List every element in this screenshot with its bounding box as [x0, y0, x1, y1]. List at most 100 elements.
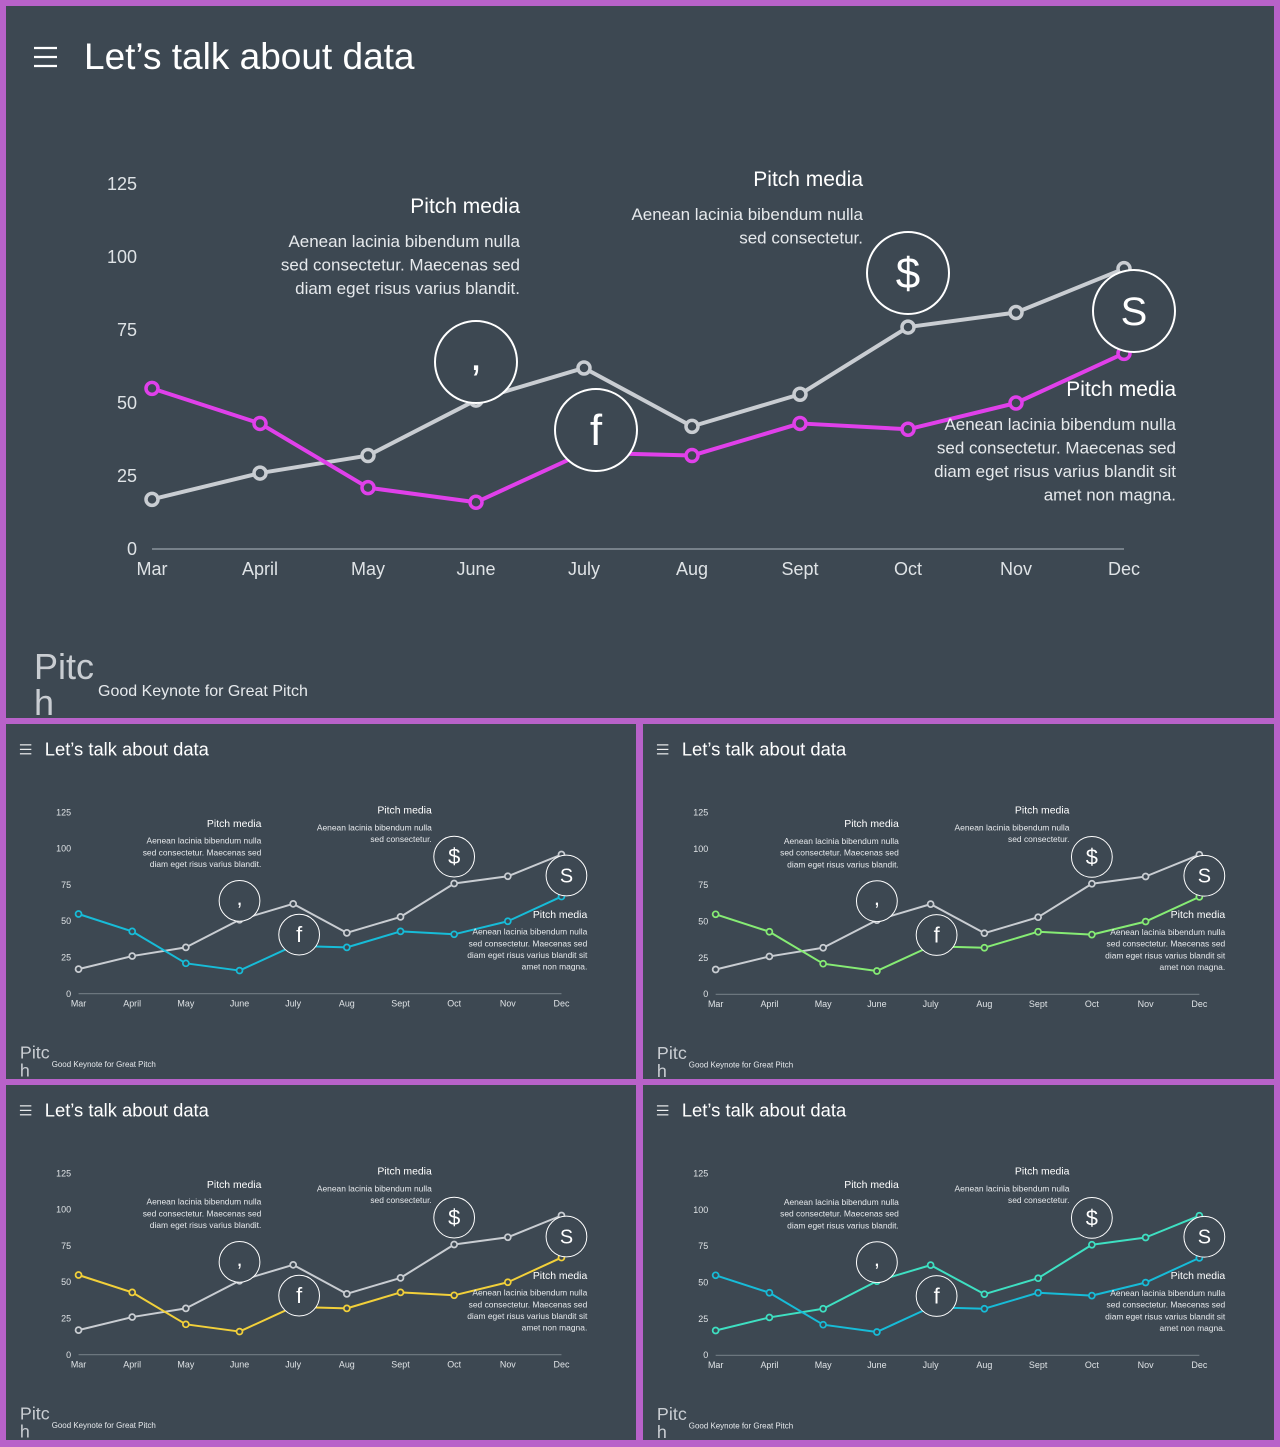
series-2-point [819, 959, 828, 968]
series-1-point [1034, 913, 1042, 922]
y-tick-label: 75 [698, 1241, 708, 1251]
annotation-line: Aenean lacinia bibendum nulla [288, 232, 520, 251]
annotation-line: Aenean lacinia bibendum nulla [472, 1288, 587, 1298]
x-tick-label: Dec [554, 999, 570, 1009]
annotation-line: sed consectetur. Maecenas sed [143, 1208, 262, 1218]
slide-title: Let’s talk about data [84, 36, 415, 77]
series-1-point [128, 1313, 137, 1321]
dollar-icon: $ [1070, 835, 1113, 878]
annotation-heading: Pitch media [533, 910, 588, 921]
footer-tagline: Good Keynote for Great Pitch [52, 1421, 156, 1430]
series-2-point [503, 917, 512, 926]
chart-svg: Let’s talk about data 0 25 50 75 100 125 Mar Apr… [34, 36, 1177, 718]
svg-text:S: S [560, 865, 573, 887]
chart-svg: Let’s talk about data 0 25 50 75 100 125 Mar Apr… [656, 1099, 1226, 1440]
series-1-point [289, 1260, 298, 1269]
series-2-point [1141, 917, 1150, 926]
series-2-point [711, 1271, 720, 1280]
x-tick-label: Oct [447, 1360, 461, 1370]
hamburger-menu-icon[interactable] [656, 1105, 669, 1116]
series-2-point [235, 966, 244, 975]
series-1-point [503, 872, 512, 881]
series-2-point [980, 1304, 989, 1313]
y-tick-label: 50 [698, 917, 708, 927]
series-1-point [1141, 1233, 1150, 1242]
series-2-point [450, 930, 459, 939]
hamburger-menu-icon[interactable] [19, 744, 32, 755]
x-tick-label: Aug [976, 999, 992, 1009]
x-tick-label: Mar [71, 1360, 86, 1370]
hamburger-menu-icon[interactable] [34, 46, 57, 68]
svg-text:$: $ [1086, 1205, 1098, 1230]
y-tick-label: 0 [127, 539, 137, 559]
x-tick-label: April [760, 1360, 778, 1370]
svg-text:,: , [874, 885, 880, 910]
x-tick-label: June [867, 999, 886, 1009]
series-1-point [1088, 1240, 1096, 1249]
dollar-icon: $ [433, 835, 476, 878]
y-tick-label: 125 [693, 1169, 708, 1179]
x-tick-label: Oct [447, 999, 461, 1009]
brand-logo-text: Pitc [20, 1042, 50, 1062]
x-tick-label: July [923, 999, 939, 1009]
series-2-point [342, 943, 351, 952]
comma-icon: , [218, 880, 261, 922]
brand-logo-text: h [34, 682, 54, 718]
x-tick-label: Aug [339, 1360, 355, 1370]
series-1-line [714, 853, 1201, 971]
series-2-point [182, 1320, 190, 1329]
comma-icon: , [855, 880, 898, 923]
series-1-point [289, 899, 298, 908]
series-1-point [819, 943, 828, 952]
annotation-line: diam eget risus varius blandit sit [1105, 1311, 1226, 1321]
facebook-icon: f [915, 1275, 958, 1317]
series-2-point [252, 415, 268, 432]
annotation-heading: Pitch media [844, 819, 899, 830]
series-2-point [342, 1304, 351, 1313]
annotation-line: sed consectetur. Maecenas sed [1107, 1300, 1226, 1310]
y-tick-label: 125 [56, 807, 71, 817]
hamburger-menu-icon[interactable] [19, 1105, 32, 1116]
brand-logo-text: h [20, 1060, 30, 1079]
annotation-heading: Pitch media [753, 168, 863, 191]
x-tick-label: Aug [676, 559, 708, 579]
y-tick-label: 100 [107, 247, 137, 267]
annotation-line: Aenean lacinia bibendum nulla [784, 836, 899, 846]
facebook-icon: f [278, 1274, 321, 1317]
brand-logo-text: Pitc [34, 646, 94, 687]
x-tick-label: June [230, 999, 249, 1009]
annotation-heading: Pitch media [1015, 806, 1070, 817]
x-tick-label: Sept [391, 1360, 410, 1370]
x-tick-label: Mar [708, 999, 723, 1009]
series-1-point [128, 952, 137, 960]
series-2-point [765, 1288, 774, 1297]
series-1-line [77, 853, 563, 971]
y-tick-label: 0 [703, 989, 708, 999]
annotation-line: diam eget risus varius blandit. [295, 279, 520, 298]
y-tick-label: 100 [56, 844, 71, 854]
y-tick-label: 100 [56, 1205, 71, 1215]
annotation-line: sed consectetur. Maecenas sed [143, 847, 262, 857]
y-tick-label: 75 [117, 320, 137, 340]
series-2-point [235, 1327, 244, 1336]
annotation-line: sed consectetur. [370, 1195, 431, 1205]
x-tick-label: Dec [554, 1360, 570, 1370]
series-2-point [396, 927, 405, 936]
y-tick-label: 75 [698, 880, 708, 890]
x-tick-label: Nov [500, 1360, 516, 1370]
series-2-point [819, 1320, 828, 1329]
y-tick-label: 100 [693, 1205, 708, 1215]
x-tick-label: Nov [1138, 1360, 1154, 1370]
x-tick-label: Sept [1029, 999, 1048, 1009]
annotation-line: Aenean lacinia bibendum nulla [1110, 927, 1225, 937]
series-1-point [144, 491, 160, 508]
facebook-icon: f [915, 914, 958, 956]
x-tick-label: May [177, 1360, 194, 1370]
series-1-line [714, 1214, 1201, 1332]
annotation-line: sed consectetur. Maecenas sed [780, 1209, 899, 1219]
hamburger-menu-icon[interactable] [656, 744, 669, 755]
annotation-line: Aenean lacinia bibendum nulla [317, 1183, 432, 1193]
annotation-line: sed consectetur. Maecenas sed [469, 1299, 588, 1309]
series-2-point [468, 494, 484, 511]
series-2-point [711, 910, 720, 919]
